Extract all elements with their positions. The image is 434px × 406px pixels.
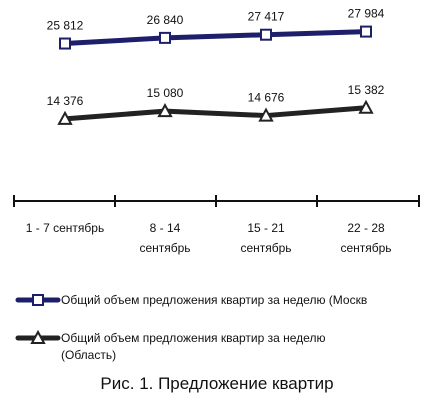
- legend-label: (Область): [61, 348, 116, 362]
- legend-label: Общий объем предложения квартир за недел…: [61, 331, 325, 345]
- x-tick-label: 1 - 7 сентябрь: [26, 221, 104, 235]
- data-label: 26 840: [147, 13, 184, 27]
- data-label: 14 676: [248, 91, 285, 105]
- x-tick-label: сентябрь: [240, 241, 291, 255]
- data-label: 15 080: [147, 86, 184, 100]
- x-tick-label: сентябрь: [139, 241, 190, 255]
- legend-swatch-marker: [30, 329, 46, 344]
- x-tick-label: 22 - 28: [347, 221, 385, 235]
- data-point-square: [360, 25, 372, 38]
- data-point-triangle: [157, 103, 173, 118]
- data-point-triangle: [358, 99, 374, 114]
- figure-caption: Рис. 1. Предложение квартир: [100, 374, 333, 393]
- data-label: 27 984: [348, 7, 385, 21]
- data-label: 25 812: [47, 19, 84, 33]
- series-line-1: [62, 29, 369, 47]
- x-tick-label: 15 - 21: [247, 221, 285, 235]
- data-point-triangle: [57, 110, 73, 125]
- data-label: 14 376: [47, 94, 84, 108]
- x-tick-label: сентябрь: [340, 241, 391, 255]
- legend-label: Общий объем предложения квартир за недел…: [61, 293, 367, 307]
- data-point-triangle: [258, 107, 274, 122]
- legend-swatch-marker: [32, 294, 44, 306]
- series-line-2: [62, 105, 369, 122]
- data-label: 27 417: [248, 10, 285, 24]
- data-label: 15 382: [348, 83, 385, 97]
- data-point-square: [159, 31, 171, 44]
- data-point-square: [59, 37, 71, 50]
- x-tick-label: 8 - 14: [150, 221, 181, 235]
- data-point-square: [260, 28, 272, 41]
